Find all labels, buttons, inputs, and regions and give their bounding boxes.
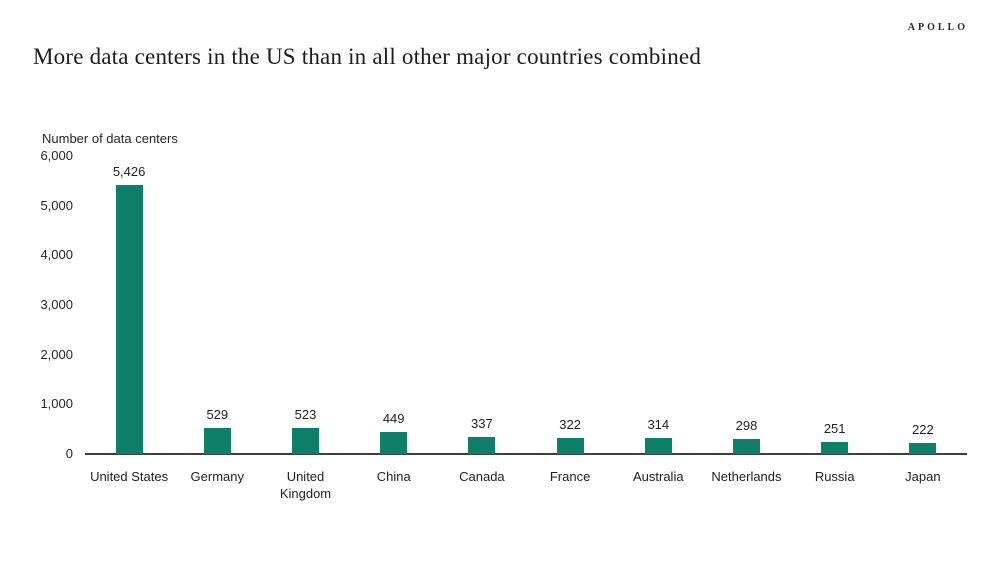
category-label: Netherlands	[711, 469, 782, 484]
category-label: Canada	[459, 469, 505, 484]
bar-france	[556, 438, 584, 454]
value-label: 5,426	[112, 164, 146, 179]
value-label: 222	[912, 422, 934, 437]
value-label: 314	[647, 417, 670, 432]
category-label: United Kingdom	[279, 469, 332, 501]
category-label: Russia	[814, 469, 855, 484]
bar-russia	[821, 442, 849, 454]
value-label: 322	[559, 417, 581, 432]
category-label: United States	[90, 469, 169, 484]
y-tick-label: 3,000	[40, 297, 73, 312]
category-label: China	[376, 469, 411, 484]
value-label: 298	[735, 418, 758, 433]
value-label: 523	[294, 407, 317, 422]
y-axis-label: Number of data centers	[42, 131, 178, 146]
value-label: 337	[471, 416, 493, 431]
x-axis-line	[85, 453, 967, 455]
bar-canada	[468, 437, 496, 454]
bar-germany	[203, 428, 231, 454]
value-label: 529	[206, 407, 229, 422]
chart-title: More data centers in the US than in all …	[33, 44, 702, 69]
bar-china	[380, 432, 408, 454]
y-tick-label: 5,000	[40, 197, 73, 213]
y-tick-label: 0	[65, 446, 73, 461]
value-label: 251	[823, 421, 846, 436]
bar-united-states	[115, 185, 143, 454]
y-tick-label: 1,000	[40, 396, 73, 412]
y-tick-label: 6,000	[40, 148, 73, 163]
category-label: Germany	[190, 469, 245, 484]
bar-united-kingdom	[292, 428, 319, 454]
category-label: Australia	[632, 469, 684, 484]
bar-australia	[644, 438, 672, 454]
y-tick-label: 4,000	[40, 247, 73, 263]
y-tick-label: 2,000	[40, 346, 73, 362]
apollo-logo: APOLLO	[907, 22, 968, 33]
value-label: 449	[382, 411, 405, 426]
category-label: France	[549, 469, 591, 484]
category-label: Japan	[905, 469, 941, 484]
bar-netherlands	[733, 439, 760, 454]
bar-japan	[909, 443, 937, 454]
